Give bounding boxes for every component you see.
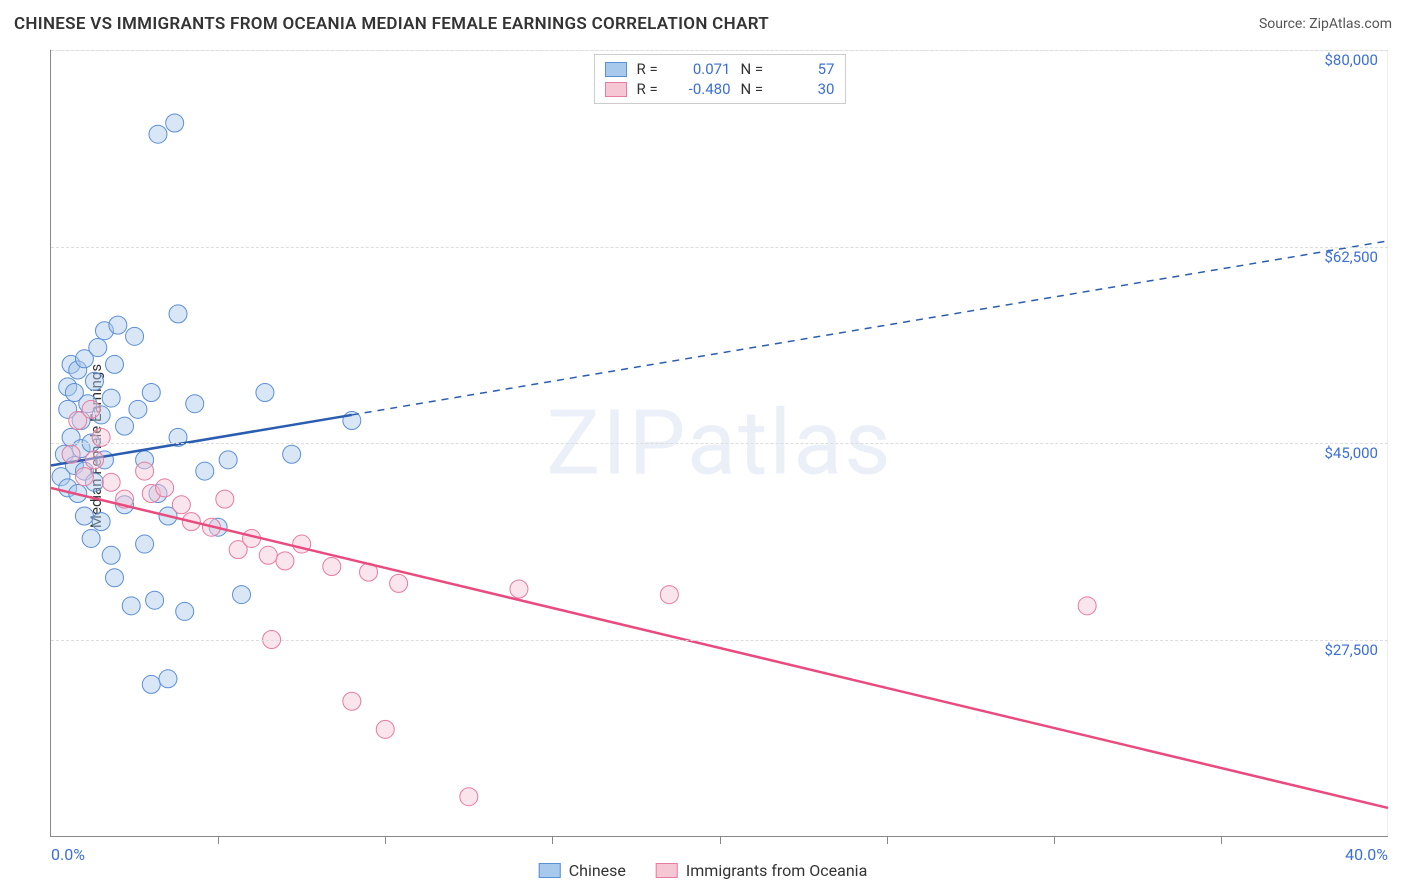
data-point bbox=[1078, 597, 1096, 615]
x-tick bbox=[385, 836, 386, 844]
trend-line-extrapolated bbox=[352, 241, 1388, 415]
data-point bbox=[142, 383, 160, 401]
legend-swatch bbox=[656, 863, 678, 878]
series-legend: Chinese Immigrants from Oceania bbox=[539, 861, 868, 880]
data-point bbox=[62, 445, 80, 463]
chart-header: CHINESE VS IMMIGRANTS FROM OCEANIA MEDIA… bbox=[14, 14, 1392, 34]
legend-swatch bbox=[605, 82, 627, 97]
data-point bbox=[343, 692, 361, 710]
gridline-h bbox=[51, 443, 1388, 444]
x-tick bbox=[1221, 836, 1222, 844]
data-point bbox=[129, 400, 147, 418]
data-point bbox=[136, 462, 154, 480]
legend-n-label: N = bbox=[741, 80, 769, 98]
y-tick-label: $80,000 bbox=[1324, 51, 1378, 69]
data-point bbox=[460, 788, 478, 806]
data-point bbox=[136, 535, 154, 553]
data-point bbox=[109, 316, 127, 334]
data-point bbox=[660, 586, 678, 604]
legend-r-label: R = bbox=[637, 80, 665, 98]
data-point bbox=[166, 114, 184, 132]
legend-n-value: 30 bbox=[779, 80, 835, 98]
x-tick bbox=[218, 836, 219, 844]
data-point bbox=[510, 580, 528, 598]
chart-source: Source: ZipAtlas.com bbox=[1259, 16, 1392, 32]
legend-n-value: 57 bbox=[779, 60, 835, 78]
data-point bbox=[85, 451, 103, 469]
series-legend-item: Immigrants from Oceania bbox=[656, 861, 867, 880]
data-point bbox=[176, 602, 194, 620]
x-tick bbox=[720, 836, 721, 844]
data-point bbox=[169, 305, 187, 323]
data-point bbox=[126, 327, 144, 345]
legend-swatch bbox=[539, 863, 561, 878]
data-point bbox=[256, 383, 274, 401]
gridline-h bbox=[51, 50, 1388, 51]
data-point bbox=[149, 125, 167, 143]
data-point bbox=[259, 546, 277, 564]
data-point bbox=[283, 445, 301, 463]
data-point bbox=[82, 529, 100, 547]
series-legend-label: Chinese bbox=[569, 861, 626, 880]
correlation-legend: R = 0.071 N = 57 R = -0.480 N = 30 bbox=[594, 54, 846, 104]
data-point bbox=[156, 479, 174, 497]
data-point bbox=[75, 507, 93, 525]
gridline-h bbox=[51, 640, 1388, 641]
y-tick-label: $27,500 bbox=[1324, 641, 1378, 659]
data-point bbox=[142, 675, 160, 693]
data-point bbox=[122, 597, 140, 615]
data-point bbox=[102, 546, 120, 564]
data-point bbox=[102, 473, 120, 491]
data-point bbox=[106, 355, 124, 373]
data-point bbox=[186, 395, 204, 413]
x-tick bbox=[552, 836, 553, 844]
data-point bbox=[146, 591, 164, 609]
data-point bbox=[116, 417, 134, 435]
y-tick-label: $62,500 bbox=[1324, 248, 1378, 266]
data-point bbox=[172, 496, 190, 514]
data-point bbox=[75, 468, 93, 486]
x-tick bbox=[1054, 836, 1055, 844]
data-point bbox=[196, 462, 214, 480]
data-point bbox=[216, 490, 234, 508]
correlation-legend-row: R = 0.071 N = 57 bbox=[605, 59, 835, 79]
data-point bbox=[276, 552, 294, 570]
data-point bbox=[85, 372, 103, 390]
legend-swatch bbox=[605, 62, 627, 77]
chart-plot-area: ZIPatlas R =0.071N =57R =-0.480N =30 0.0… bbox=[50, 50, 1388, 837]
legend-r-label: R = bbox=[637, 60, 665, 78]
data-point bbox=[233, 586, 251, 604]
data-point bbox=[390, 574, 408, 592]
correlation-legend-row: R = -0.480 N = 30 bbox=[605, 79, 835, 99]
data-point bbox=[102, 389, 120, 407]
data-point bbox=[376, 720, 394, 738]
y-tick-label: $45,000 bbox=[1324, 444, 1378, 462]
chart-title: CHINESE VS IMMIGRANTS FROM OCEANIA MEDIA… bbox=[14, 14, 769, 34]
gridline-h bbox=[51, 247, 1388, 248]
series-legend-label: Immigrants from Oceania bbox=[686, 861, 867, 880]
legend-r-value: 0.071 bbox=[675, 60, 731, 78]
legend-r-value: -0.480 bbox=[675, 80, 731, 98]
legend-n-label: N = bbox=[741, 60, 769, 78]
trend-line bbox=[51, 488, 1388, 808]
data-point bbox=[89, 339, 107, 357]
x-tick bbox=[887, 836, 888, 844]
data-point bbox=[219, 451, 237, 469]
data-point bbox=[323, 558, 341, 576]
data-point bbox=[106, 569, 124, 587]
data-point bbox=[92, 513, 110, 531]
series-legend-item: Chinese bbox=[539, 861, 626, 880]
x-axis-max-label: 40.0% bbox=[1345, 845, 1388, 864]
data-point bbox=[82, 400, 100, 418]
data-point bbox=[159, 670, 177, 688]
x-axis-min-label: 0.0% bbox=[51, 845, 85, 864]
